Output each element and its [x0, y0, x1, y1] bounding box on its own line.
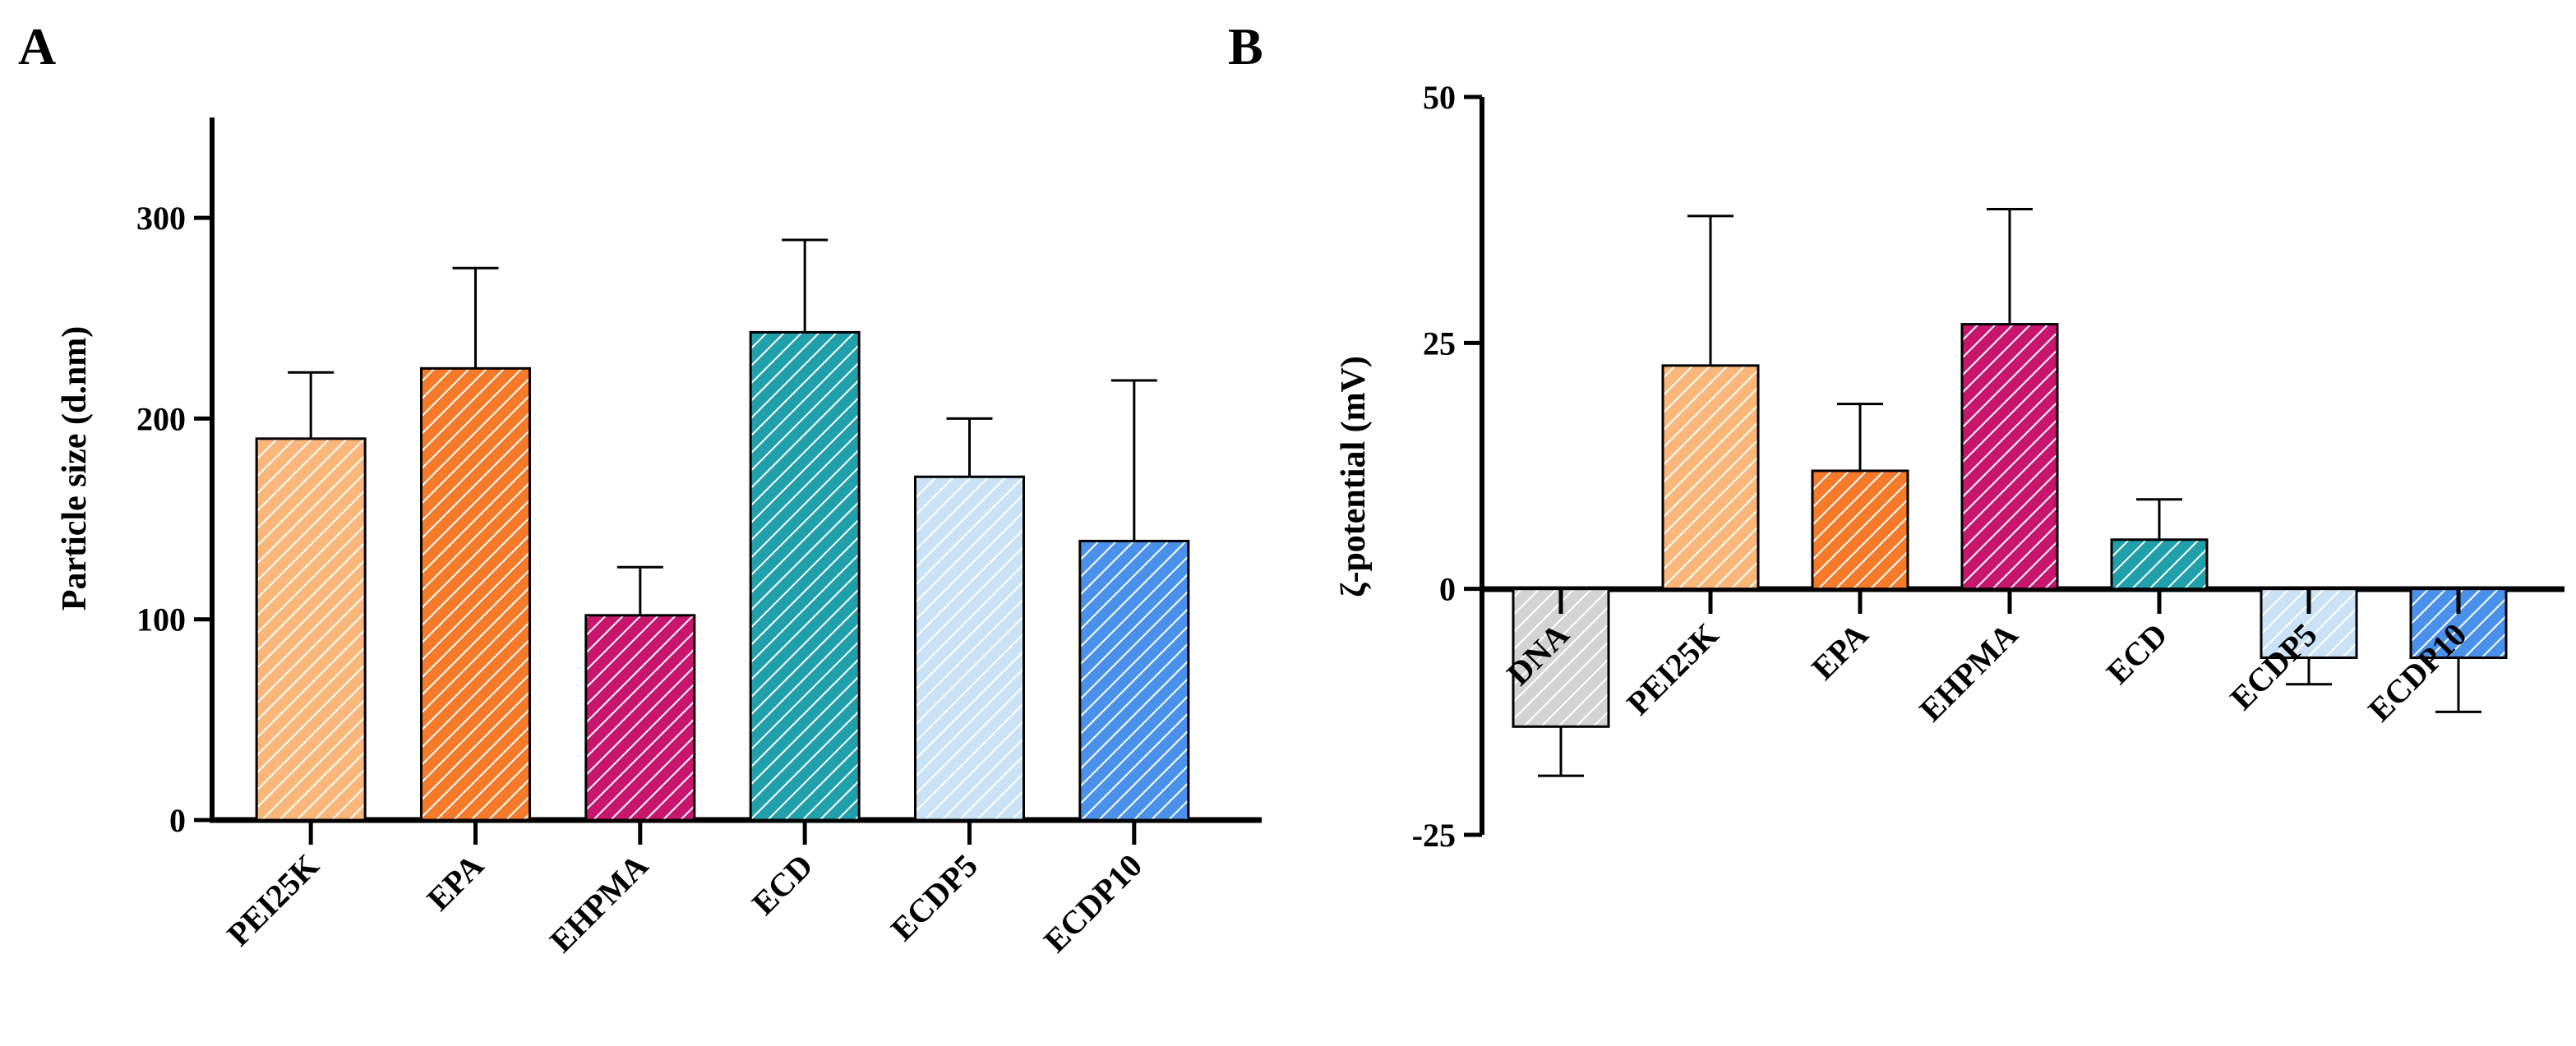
- bar-ECD: [749, 330, 861, 822]
- panel-a-letter: A: [18, 17, 56, 76]
- category-label-PEI25K: PEI25K: [219, 847, 325, 953]
- panel-b-y-axis-title: ζ-potential (mV): [1335, 356, 1373, 597]
- bar-EHPMA: [1960, 323, 2059, 591]
- panel-b-letter: B: [1228, 17, 1263, 76]
- bar-ECDP5: [914, 475, 1025, 822]
- y-tick-label: 50: [1423, 79, 1456, 116]
- category-label-ECDP5: ECDP5: [884, 847, 985, 948]
- bar-PEI25K: [255, 437, 367, 822]
- category-label-PEI25K: PEI25K: [1619, 616, 1725, 722]
- category-label-EPA: EPA: [1804, 615, 1875, 686]
- panel-a-y-axis-title: Particle size (d.nm): [56, 326, 94, 611]
- y-tick-label: 300: [136, 200, 186, 237]
- category-label-EHPMA: EHPMA: [542, 846, 655, 959]
- bar-ECD: [2110, 538, 2209, 591]
- bar-EPA: [420, 366, 531, 822]
- bar-PEI25K: [1661, 364, 1760, 591]
- particle-size-chart: 0 100 200 300 PEI25K EPA EHPMA ECD ECDP5 ECDP10: [136, 118, 1262, 960]
- bar-EPA: [1811, 469, 1909, 591]
- bar-EHPMA: [584, 614, 696, 822]
- category-label-ECD: ECD: [2099, 616, 2175, 692]
- category-label-EPA: EPA: [420, 846, 491, 917]
- y-tick-label: 25: [1423, 325, 1456, 362]
- category-label-ECDP10: ECDP10: [1036, 847, 1149, 960]
- y-tick-label: 200: [136, 400, 186, 437]
- panel-a: A Particle size (d.nm) 0 100 200 300 PEI25K E…: [18, 17, 1262, 960]
- y-tick-label: 0: [1439, 571, 1456, 608]
- bar-ECDP10: [1078, 539, 1190, 822]
- category-label-ECD: ECD: [745, 847, 820, 923]
- y-tick-label: 0: [169, 802, 186, 839]
- y-tick-label: 100: [136, 601, 186, 638]
- y-tick-label: -25: [1412, 817, 1456, 854]
- category-label-EHPMA: EHPMA: [1912, 615, 2024, 728]
